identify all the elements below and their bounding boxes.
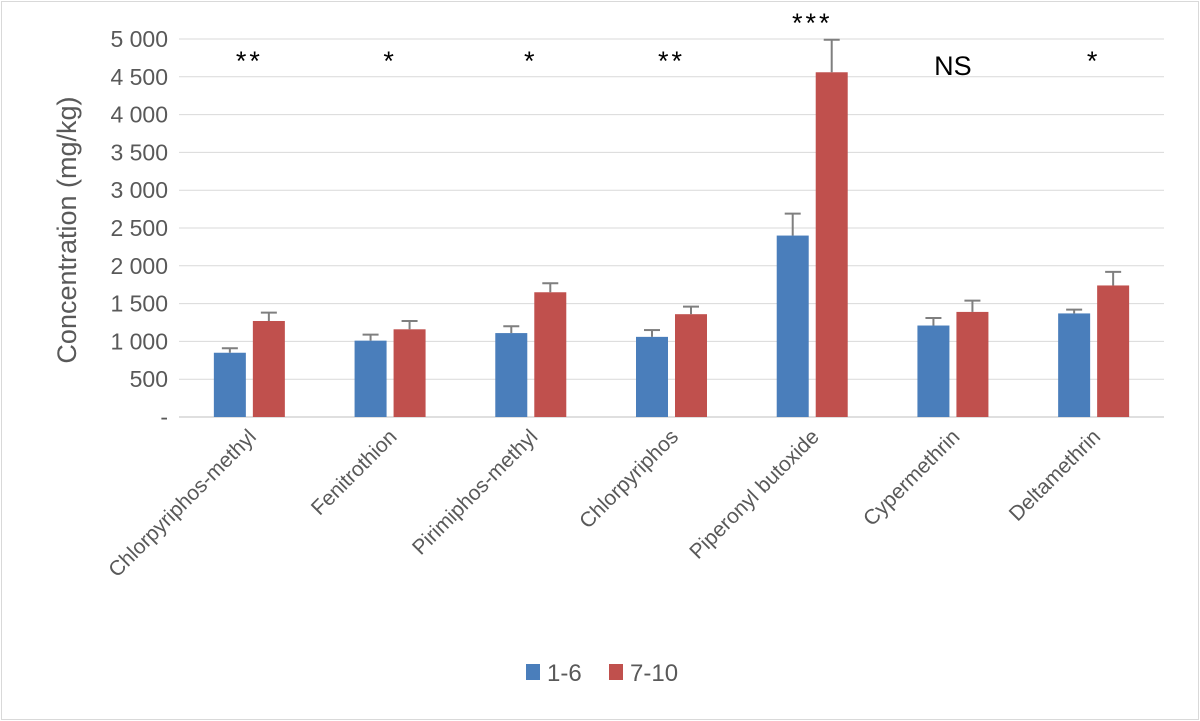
bar-1-6-3 [636,336,668,417]
y-tick-label: - [160,404,168,430]
legend-swatch-7-10 [609,664,623,680]
x-tick-label: Chlorpyriphos-methyl [104,425,261,582]
y-axis-label: Concentration (mg/kg) [52,96,82,363]
x-tick-label: Cypermethrin [859,425,964,530]
y-tick-label: 3 500 [110,139,168,165]
y-tick-label: 4 500 [110,64,168,90]
y-tick-label: 5 000 [110,26,168,52]
bar-7-10-5 [956,311,989,417]
bar-1-6-0 [213,352,246,417]
significance-labels: ** * * *****NS * [236,8,1101,81]
y-tick-label: 2 500 [110,215,168,241]
x-tick-label: Deltamethrin [1005,425,1105,525]
bar-7-10-4 [815,72,848,417]
x-tick-label: Piperonyl butoxide [685,425,823,563]
x-tick-label: Fenitrothion [307,425,402,520]
significance-label: * [1087,46,1101,76]
bar-1-6-1 [354,340,387,417]
legend-swatch-1-6 [526,664,540,680]
significance-label: ** [658,46,685,76]
x-axis-labels: Chlorpyriphos-methyl Fenitrothion Pirimiph… [104,425,1105,582]
y-tick-label: 2 000 [110,253,168,279]
significance-label: ** [236,46,263,76]
bar-1-6-5 [917,325,950,417]
legend-label: 1-6 [547,660,582,687]
bar-7-10-1 [393,329,426,417]
legend: 1-6 7-10 [526,660,678,687]
y-tick-label: 500 [130,366,168,392]
bar-7-10-2 [534,292,567,417]
y-tick-label: 1 000 [110,328,168,354]
legend-label: 7-10 [630,660,678,687]
y-tick-label: 4 000 [110,102,168,128]
bar-7-10-6 [1097,285,1130,417]
x-tick-label: Chlorpyriphos [575,425,683,533]
significance-label: *** [792,8,833,38]
bars [213,72,1130,417]
error-bars [221,38,1122,353]
significance-label: * [524,46,538,76]
significance-label: * [383,46,397,76]
significance-label: NS [934,51,972,81]
y-tick-label: 1 500 [110,291,168,317]
bar-7-10-3 [675,314,707,417]
y-tick-label: 3 000 [110,177,168,203]
x-tick-label: Pirimiphos-methyl [408,425,542,559]
bar-7-10-0 [252,320,285,417]
bar-1-6-4 [776,235,809,417]
y-axis-ticks: - 500 1 000 1 500 2 000 2 500 3 000 3 500 4 000 4… [110,26,168,430]
bar-1-6-2 [495,333,528,417]
bar-1-6-6 [1058,313,1091,417]
gridlines [179,38,1164,418]
